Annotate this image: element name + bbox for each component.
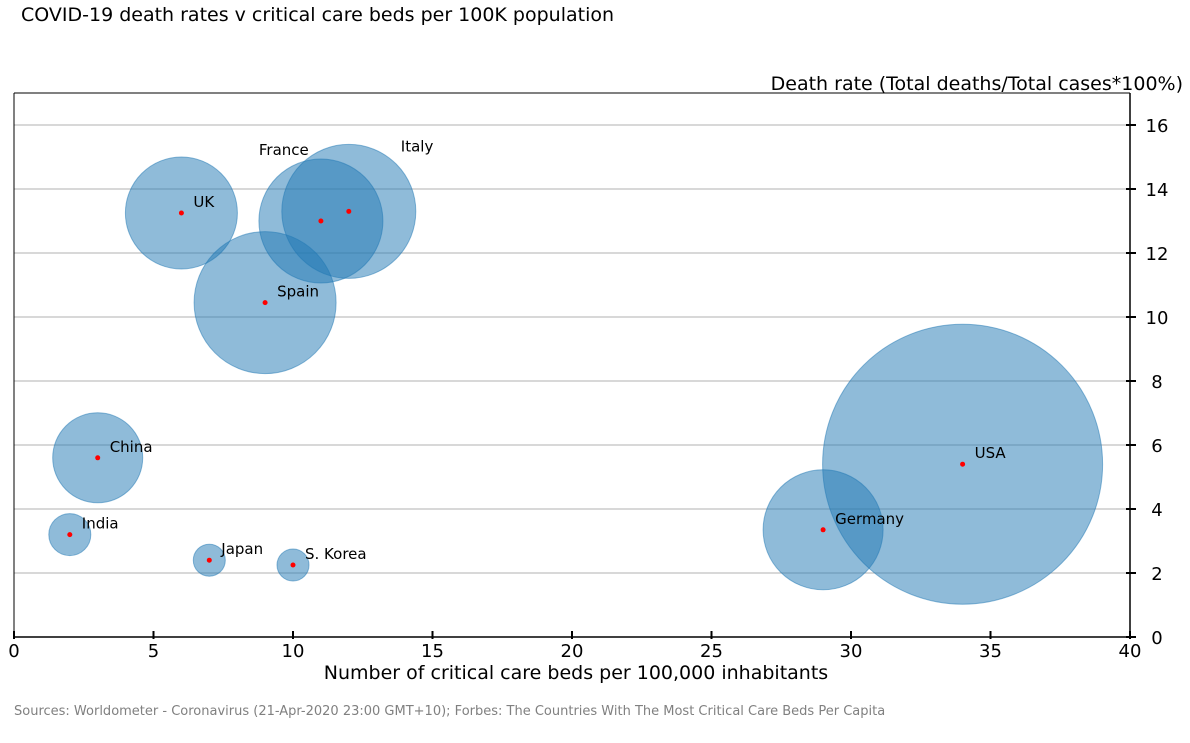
- point-india: [67, 532, 73, 538]
- x-tick-label-25: 25: [700, 641, 723, 662]
- y-tick-label-10: 10: [1146, 308, 1169, 329]
- point-usa: [960, 461, 966, 467]
- label-germany: Germany: [835, 510, 904, 528]
- label-china: China: [110, 438, 153, 456]
- y-tick-label-0: 0: [1151, 628, 1162, 649]
- point-japan: [206, 557, 212, 563]
- point-italy: [346, 208, 352, 214]
- y-tick-label-12: 12: [1146, 244, 1169, 265]
- label-s-korea: S. Korea: [305, 545, 367, 563]
- point-s-korea: [290, 562, 296, 568]
- x-tick-label-20: 20: [561, 641, 584, 662]
- point-germany: [820, 527, 826, 533]
- point-uk: [178, 210, 184, 216]
- chart-title: COVID-19 death rates v critical care bed…: [21, 4, 615, 26]
- y-tick-label-16: 16: [1146, 116, 1169, 137]
- source-note: Sources: Worldometer - Coronavirus (21-A…: [14, 704, 886, 719]
- y-tick-label-6: 6: [1151, 436, 1162, 457]
- x-tick-label-30: 30: [840, 641, 863, 662]
- label-uk: UK: [193, 193, 215, 211]
- y-axis-title: Death rate (Total deaths/Total cases*100…: [771, 73, 1183, 95]
- x-tick-label-15: 15: [421, 641, 444, 662]
- x-tick-label-35: 35: [979, 641, 1002, 662]
- label-spain: Spain: [277, 283, 319, 301]
- y-tick-label-2: 2: [1151, 564, 1162, 585]
- bubbles: [48, 143, 1104, 605]
- label-italy: Italy: [401, 137, 434, 155]
- x-tick-label-0: 0: [8, 641, 19, 662]
- y-tick-label-14: 14: [1146, 180, 1169, 201]
- point-labels: USA Italy France Spain UK Germany China India Ja…: [82, 137, 1007, 563]
- label-france: France: [259, 141, 309, 159]
- bubble-chart: 0 5 10 15 20 25 30 35 40 0 2 4 6 8 10 12 14 16 USA Italy Fr…: [8, 73, 1183, 684]
- y-tick-label-4: 4: [1151, 500, 1162, 521]
- point-france: [318, 218, 324, 224]
- label-india: India: [82, 515, 119, 533]
- x-tick-label-5: 5: [148, 641, 159, 662]
- point-spain: [262, 300, 268, 306]
- x-tick-label-40: 40: [1119, 641, 1142, 662]
- label-usa: USA: [975, 444, 1007, 462]
- y-tick-label-8: 8: [1151, 372, 1162, 393]
- axis-ticks: 0 5 10 15 20 25 30 35 40 0 2 4 6 8 10 12 14 16: [8, 116, 1168, 662]
- point-china: [95, 455, 101, 461]
- x-tick-label-10: 10: [282, 641, 305, 662]
- x-axis-title: Number of critical care beds per 100,000…: [324, 662, 828, 684]
- label-japan: Japan: [220, 540, 263, 558]
